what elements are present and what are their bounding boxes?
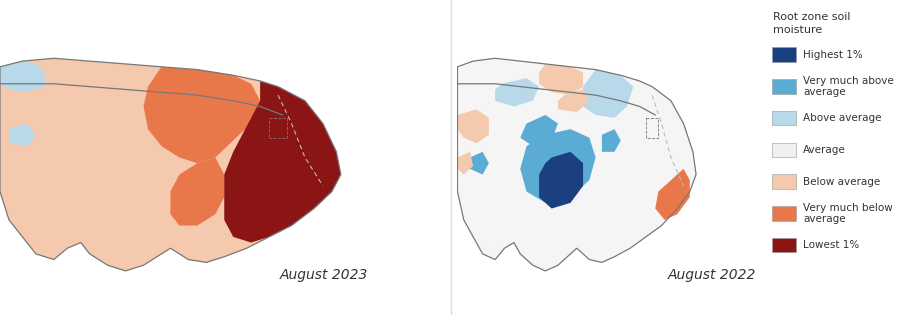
Polygon shape [520,115,558,146]
Text: Highest 1%: Highest 1% [804,50,863,60]
Polygon shape [144,67,260,163]
Text: August 2023: August 2023 [279,268,368,282]
Polygon shape [558,89,589,112]
Text: August 2022: August 2022 [667,268,755,282]
Polygon shape [539,64,583,95]
Polygon shape [170,158,224,226]
Polygon shape [602,129,621,152]
FancyBboxPatch shape [772,206,796,221]
Text: Above average: Above average [804,113,882,123]
Polygon shape [457,58,696,271]
Text: Lowest 1%: Lowest 1% [804,240,859,250]
Text: Very much above
average: Very much above average [804,76,894,97]
Polygon shape [539,152,583,209]
Text: Below average: Below average [804,177,881,187]
Polygon shape [520,129,596,203]
Polygon shape [457,152,474,175]
Polygon shape [655,169,690,220]
FancyBboxPatch shape [772,111,796,125]
FancyBboxPatch shape [772,143,796,157]
Polygon shape [495,78,539,106]
FancyBboxPatch shape [772,48,796,62]
FancyBboxPatch shape [772,238,796,252]
Polygon shape [224,81,341,243]
Polygon shape [0,61,45,92]
Polygon shape [470,152,489,175]
Text: Average: Average [804,145,846,155]
Text: Very much below
average: Very much below average [804,203,893,224]
Text: Root zone soil
moisture: Root zone soil moisture [773,12,851,35]
FancyBboxPatch shape [772,79,796,94]
Polygon shape [457,109,489,143]
Polygon shape [583,70,633,118]
Polygon shape [9,123,36,146]
Polygon shape [0,58,341,271]
FancyBboxPatch shape [772,175,796,189]
